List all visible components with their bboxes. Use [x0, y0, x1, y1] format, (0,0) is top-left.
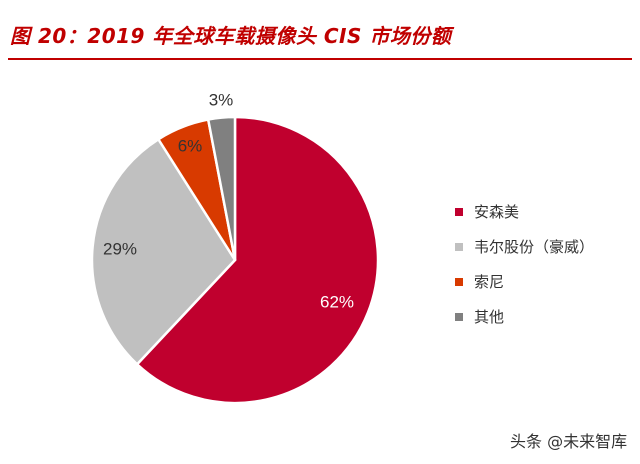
legend-item-0: 安森美	[455, 194, 594, 229]
pie-slice-3	[206, 115, 237, 262]
legend-swatch-1	[455, 242, 463, 251]
legend-label-3: 其他	[474, 308, 505, 326]
chart-legend: 安森美韦尔股份（豪威） 索尼其他	[455, 194, 594, 334]
legend-item-1: 韦尔股份（豪威）	[455, 229, 594, 264]
watermark: 头条 @未来智库	[510, 432, 628, 451]
data-label-2: 6%	[178, 136, 203, 155]
pie-slice-1	[90, 138, 237, 366]
title-divider	[8, 58, 632, 60]
legend-label-0: 安森美	[474, 203, 520, 221]
legend-swatch-2	[455, 277, 463, 286]
legend-label-2: 索尼	[474, 273, 505, 291]
legend-label-1: 韦尔股份（豪威）	[474, 238, 595, 256]
legend-item-3: 其他	[455, 299, 594, 334]
legend-swatch-3	[455, 312, 463, 321]
legend-swatch-0	[455, 207, 463, 216]
data-label-1: 29%	[103, 239, 137, 258]
page-title: 图 20：2019 年全球车载摄像头 CIS 市场份额	[10, 24, 452, 48]
data-label-0: 62%	[320, 292, 354, 311]
data-label-3: 3%	[209, 90, 234, 109]
pie-slice-0	[135, 115, 380, 405]
legend-item-2: 索尼	[455, 264, 594, 299]
